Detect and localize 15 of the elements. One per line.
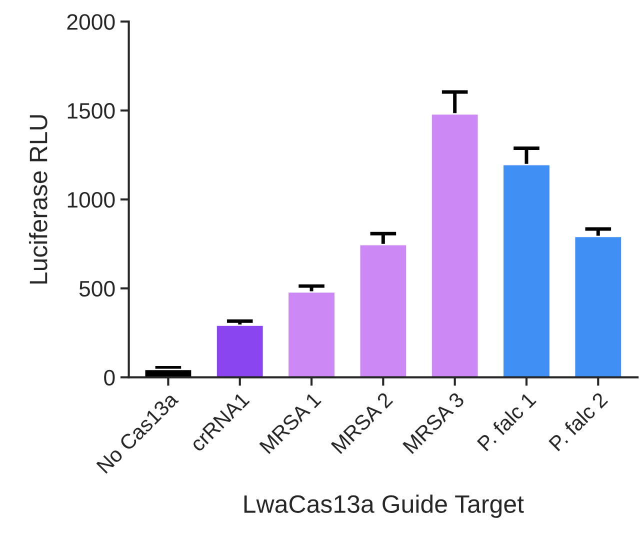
bar: [502, 164, 551, 378]
y-axis-title: Luciferase RLU: [28, 115, 48, 284]
y-tick-label: 2000: [67, 14, 115, 30]
bar: [287, 291, 336, 378]
bar: [430, 113, 480, 378]
bar: [358, 244, 408, 378]
bar: [574, 236, 622, 378]
x-axis-title: LwaCas13a Guide Target: [244, 494, 524, 518]
bar: [216, 324, 264, 378]
y-tick-label: 1500: [68, 103, 115, 119]
x-tick-label: P. falc 2: [548, 391, 608, 452]
y-tick-label: 500: [79, 280, 115, 297]
x-tick-label: P. falc 1: [476, 391, 537, 452]
y-tick-label: 1000: [68, 192, 115, 208]
y-tick-label: 0: [104, 370, 115, 386]
